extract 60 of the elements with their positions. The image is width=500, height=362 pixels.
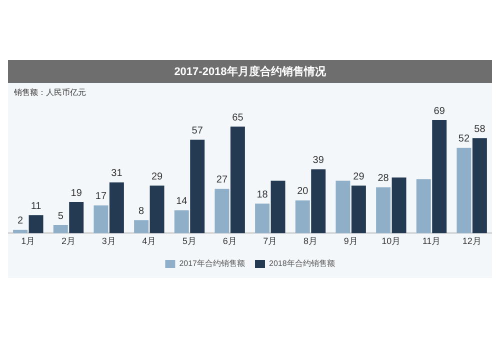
x-tick-label: 9月: [344, 236, 358, 246]
x-tick-label: 3月: [102, 236, 116, 246]
data-label: 58: [474, 124, 486, 135]
data-label: 65: [232, 112, 244, 124]
bar: [214, 188, 230, 234]
bar: [150, 186, 164, 234]
chart-title: 2017-2018年月度合约销售情况: [8, 60, 492, 83]
data-label: 27: [216, 174, 228, 186]
x-tick-label: 11月: [422, 236, 441, 246]
bar: [53, 225, 68, 234]
x-tick-label: 4月: [142, 236, 156, 246]
bar: [134, 220, 149, 234]
data-label: 11: [30, 200, 42, 212]
data-label: 52: [458, 134, 470, 145]
bar: [472, 138, 487, 234]
bar: [376, 187, 391, 234]
bar: [174, 210, 189, 234]
data-label: 5: [58, 210, 64, 222]
legend-label: 2017年合约销售额: [179, 259, 245, 268]
data-label: 57: [192, 125, 204, 136]
data-label: 17: [95, 191, 107, 202]
data-label: 29: [353, 171, 365, 182]
data-label: 19: [70, 188, 82, 199]
x-tick-label: 10月: [382, 236, 401, 246]
bar: [416, 179, 431, 234]
data-label: 2: [18, 216, 24, 227]
bar: [94, 205, 108, 234]
data-label: 69: [434, 106, 446, 117]
data-label: 8: [138, 206, 145, 217]
data-label: 14: [176, 196, 188, 207]
x-tick-label: 5月: [182, 236, 197, 246]
bar: [13, 230, 28, 234]
bar: [392, 177, 406, 234]
bar: [456, 148, 472, 234]
data-label: 39: [312, 154, 324, 166]
bar: [336, 180, 350, 234]
bar: [270, 180, 286, 234]
data-label: 20: [297, 186, 309, 198]
bar: [28, 215, 44, 234]
x-tick-label: 7月: [263, 236, 278, 246]
bar: [351, 186, 366, 234]
data-label: 31: [111, 168, 123, 180]
x-tick-label: 6月: [222, 236, 237, 246]
bar: [230, 126, 245, 234]
x-tick-label: 12月: [462, 236, 482, 246]
x-tick-label: 8月: [303, 236, 318, 246]
data-label: 18: [256, 189, 268, 200]
bar: [190, 140, 205, 234]
bar: [109, 182, 124, 234]
x-tick-label: 2月: [61, 236, 76, 246]
bar: [69, 202, 84, 234]
legend-label: 2018年合约销售额: [269, 259, 335, 268]
bar: [311, 169, 326, 234]
text: 销售额：人民币亿元: [13, 87, 87, 98]
bar: [432, 120, 447, 234]
data-label: 28: [378, 173, 390, 184]
bar: [295, 200, 310, 234]
x-tick-label: 1月: [21, 236, 36, 246]
data-label: 29: [151, 171, 164, 182]
bar: [255, 204, 270, 234]
